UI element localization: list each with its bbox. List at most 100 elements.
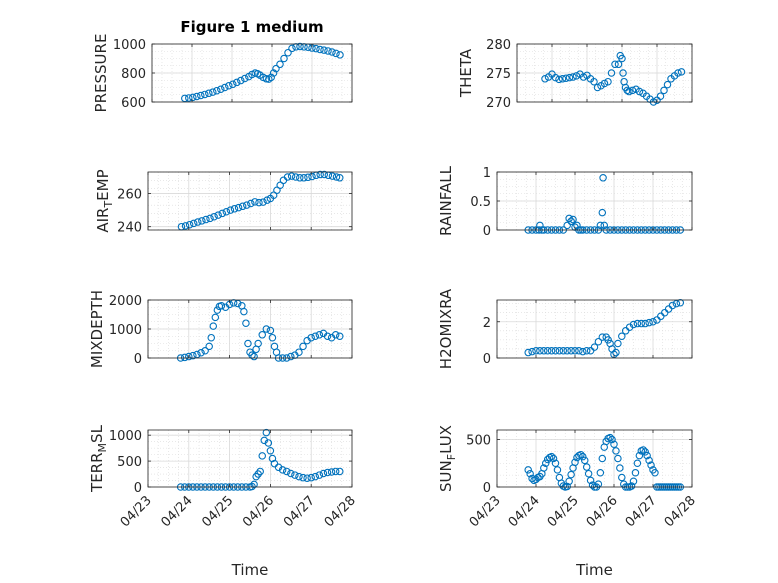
theta-point — [558, 75, 567, 83]
terr_msl-ylabel-sub: M — [96, 443, 109, 453]
air_temp-ylabel-main: AIR — [94, 208, 112, 233]
terr_msl-ylabel: TERRMSL — [88, 424, 109, 493]
terr_msl-xlabel: Time — [231, 561, 269, 579]
mixdepth-point — [295, 348, 303, 356]
terr_msl-point — [262, 428, 271, 437]
mixdepth-ylabel: MIXDEPTH — [88, 290, 106, 368]
theta-point — [674, 69, 682, 77]
terr_msl-point — [319, 469, 328, 478]
pressure-point — [284, 48, 292, 57]
terr_msl-ylabel-main: TERR — [88, 452, 106, 493]
air_temp-ylabel-sub: T — [102, 201, 115, 209]
pressure-point — [193, 92, 201, 101]
air_temp-point — [287, 172, 296, 180]
sun_flux-point — [633, 459, 642, 467]
sun_flux-point — [608, 435, 616, 444]
h2omixra-point — [563, 346, 571, 355]
terr_msl-point — [258, 452, 266, 460]
sun_flux-ylabel: SUNFLUX — [437, 425, 458, 492]
pressure-point — [262, 75, 271, 83]
pressure-point — [324, 47, 332, 55]
air_temp-point — [328, 172, 337, 180]
sun_flux-point — [579, 452, 587, 461]
pressure-point — [185, 94, 193, 102]
h2omixra-ytick-label: 2 — [483, 316, 491, 331]
h2omixra-point — [555, 346, 564, 355]
mixdepth-point — [323, 332, 332, 340]
mixdepth-point — [299, 342, 307, 351]
rainfall-ytick-label: 1 — [483, 166, 491, 181]
h2omixra-axes: 0 2 H2OMIXRA — [437, 288, 693, 369]
rainfall-point — [569, 215, 577, 224]
mixdepth-point — [262, 325, 271, 333]
terr_msl-point — [311, 472, 320, 481]
pressure-series — [181, 42, 344, 103]
theta-point — [604, 77, 612, 86]
air_temp-point — [210, 212, 218, 221]
terr_msl-point — [315, 471, 324, 479]
h2omixra-point — [604, 336, 612, 344]
h2omixra-point — [582, 346, 591, 355]
theta-point — [600, 79, 609, 88]
air_temp-point — [242, 201, 251, 209]
air_temp-plot-area — [148, 172, 352, 230]
theta-point — [590, 77, 598, 86]
theta-point — [656, 92, 665, 100]
pressure-point — [328, 48, 336, 56]
mixdepth-ytick-label: 2000 — [109, 294, 142, 309]
sun_flux-point — [627, 482, 636, 490]
pressure-point — [181, 94, 189, 103]
rainfall-point — [596, 221, 605, 230]
theta-point — [628, 86, 637, 95]
sun_flux-ytick-label: 0 — [483, 481, 491, 496]
pressure-point — [320, 46, 328, 54]
theta-point — [541, 75, 549, 83]
sun_flux-point — [645, 456, 653, 465]
sun_flux-point — [582, 463, 591, 471]
terr_msl-ytick-label: 0 — [134, 481, 142, 496]
theta-point — [551, 73, 560, 82]
pressure-title: Figure 1 medium — [180, 18, 323, 36]
air_temp-point — [202, 215, 210, 224]
terr_msl-point — [336, 467, 344, 476]
air_temp-point — [198, 217, 206, 225]
h2omixra-point — [567, 346, 575, 355]
pressure-point — [205, 89, 213, 98]
h2omixra-plot-area — [497, 300, 692, 358]
pressure-point — [209, 88, 217, 96]
h2omixra-point — [590, 343, 599, 351]
rainfall-point — [598, 208, 607, 217]
air_temp-point — [336, 174, 344, 182]
air_temp-point — [226, 206, 235, 214]
terr_msl-point — [323, 468, 332, 477]
air_temp-point — [218, 209, 227, 218]
pressure-point — [276, 60, 284, 69]
h2omixra-point — [547, 346, 556, 355]
terr_msl-point — [250, 480, 258, 489]
sun_flux-point — [540, 464, 548, 472]
h2omixra-point — [668, 301, 677, 310]
theta-point — [569, 73, 577, 81]
pressure-point — [272, 64, 280, 73]
air_temp-point — [214, 211, 222, 219]
sun_flux-point — [643, 451, 651, 460]
h2omixra-point — [571, 346, 579, 355]
sun_flux-ytick-label: 500 — [466, 434, 491, 449]
mixdepth-point — [201, 346, 209, 355]
sun_flux-point — [635, 451, 644, 460]
terr_msl-ytick-label: 500 — [117, 455, 142, 470]
h2omixra-point — [532, 346, 540, 355]
sun_flux-xlabel: Time — [575, 561, 613, 579]
h2omixra-point — [614, 339, 622, 348]
terr_msl-point — [303, 474, 311, 482]
terr_msl-point — [266, 446, 275, 455]
air_temp-ylabel-rest: EMP — [94, 169, 112, 200]
sun_flux-point — [616, 464, 624, 472]
theta-ytick-label: 270 — [486, 96, 511, 111]
mixdepth-point — [258, 331, 266, 339]
sun_flux-point — [606, 433, 614, 442]
pressure-point — [296, 42, 304, 51]
theta-point — [677, 68, 686, 76]
